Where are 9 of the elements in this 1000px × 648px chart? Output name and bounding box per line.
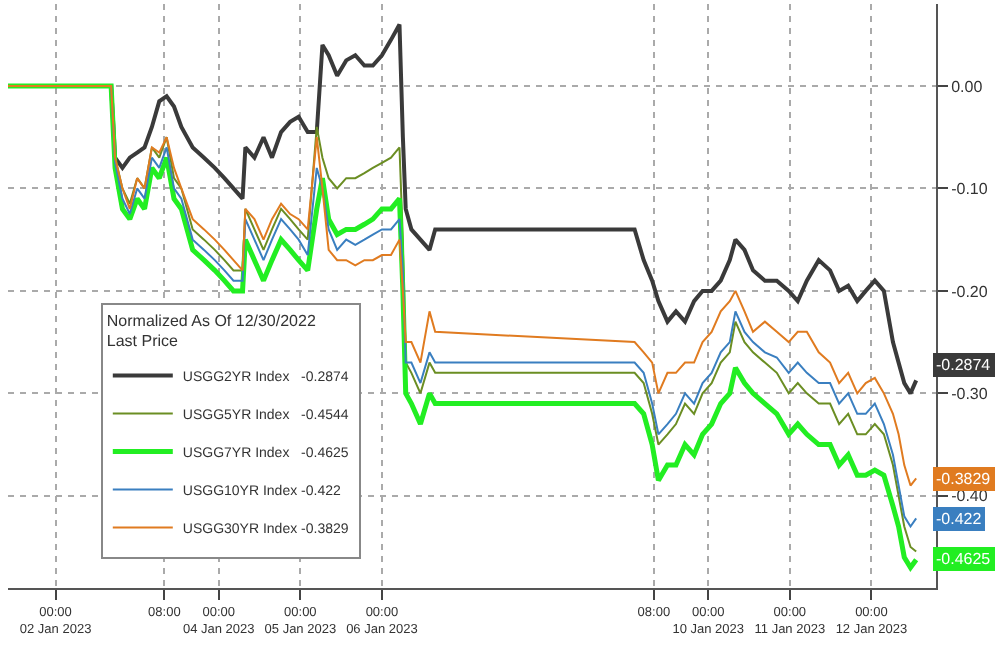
y-tick-label: -0.30: [951, 384, 989, 403]
data-label: -0.3829: [936, 470, 992, 488]
data-label: -0.422: [936, 510, 983, 528]
legend-title: Normalized As Of 12/30/2022 Last Price: [106, 311, 317, 351]
data-label: -0.4625: [936, 550, 992, 568]
y-tick-label: -0.20: [951, 282, 989, 301]
y-tick-label: -0.10: [951, 180, 989, 199]
data-label: -0.2874: [936, 356, 992, 374]
y-tick-label: 0.00: [951, 77, 984, 96]
